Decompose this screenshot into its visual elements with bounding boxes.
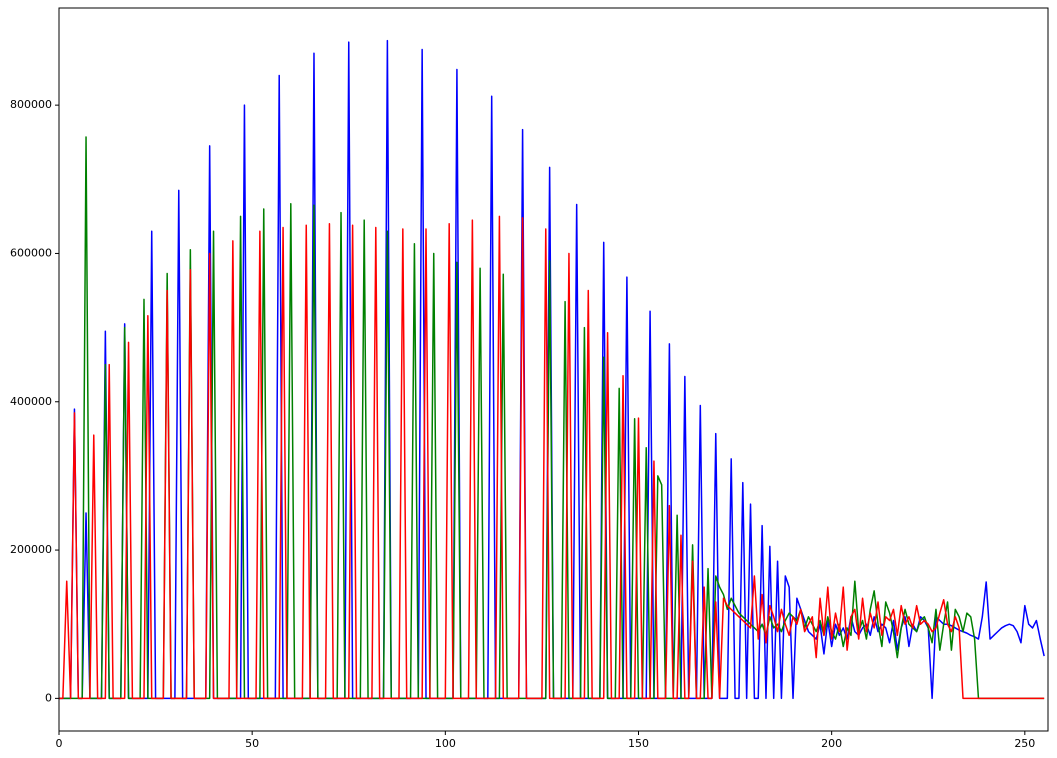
data-line: [59, 215, 1045, 700]
plot-frame: [58, 7, 1049, 732]
x-tick-label: 200: [821, 737, 842, 750]
plot-content: [59, 39, 1045, 700]
x-tick-label: 0: [56, 737, 63, 750]
y-tick-label: 800000: [10, 98, 52, 111]
y-tick-label: 600000: [10, 246, 52, 259]
x-tick-label: 50: [245, 737, 259, 750]
y-tick-label: 0: [45, 691, 52, 704]
x-tick-label: 250: [1014, 737, 1035, 750]
x-tick-label: 100: [435, 737, 456, 750]
y-tick-label: 400000: [10, 395, 52, 408]
x-tick-label: 150: [628, 737, 649, 750]
y-tick-label: 200000: [10, 543, 52, 556]
